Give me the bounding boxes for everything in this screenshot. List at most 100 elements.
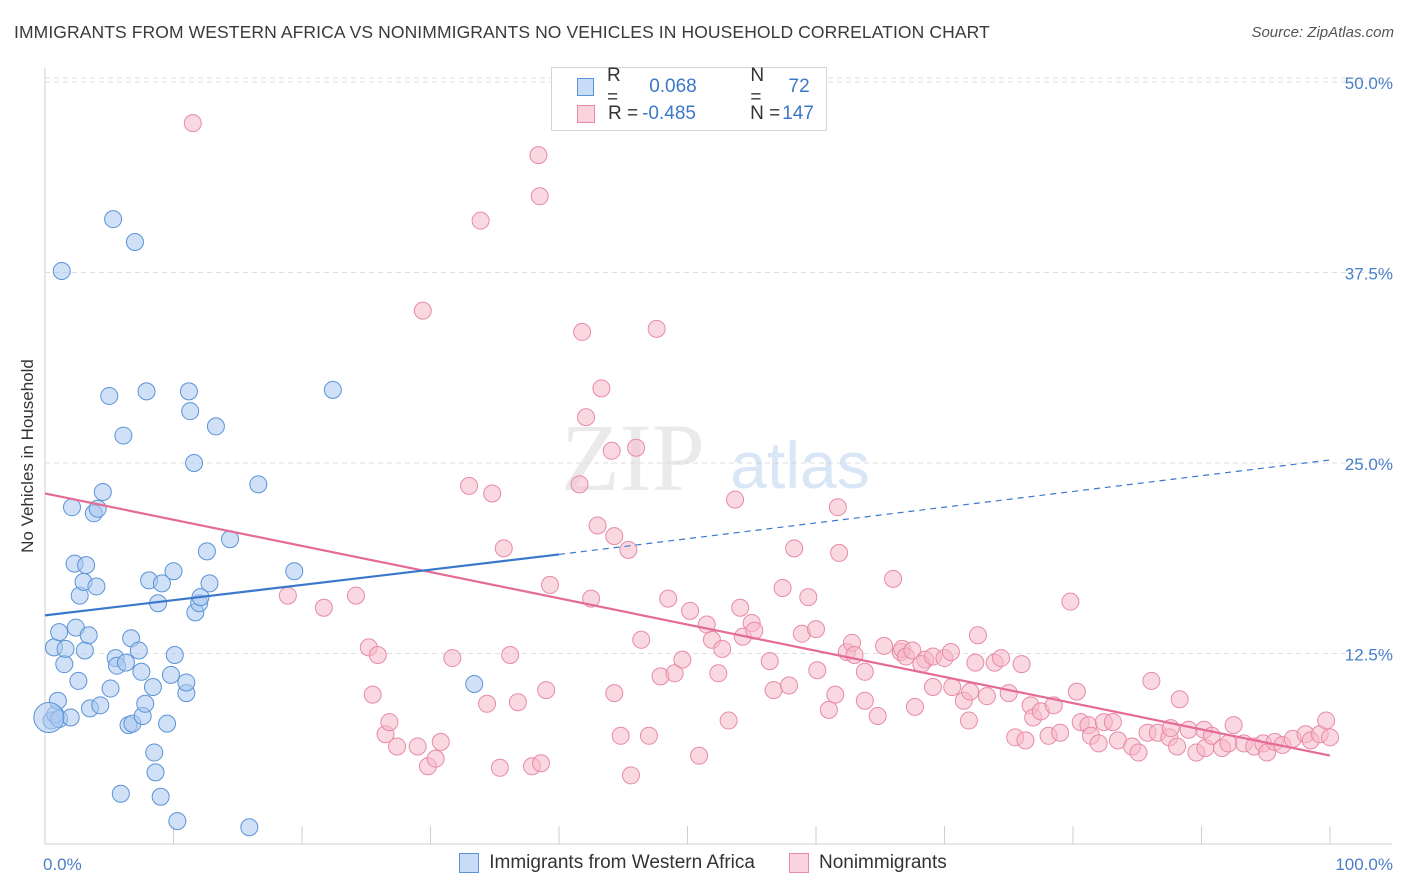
nonimmigrant-point <box>1051 723 1070 742</box>
nonimmigrant-point <box>1224 716 1243 735</box>
nonimmigrant-point <box>532 754 551 773</box>
nonimmigrant-point <box>1219 734 1238 753</box>
nonimmigrant-point <box>855 662 874 681</box>
nonimmigrant-point <box>884 569 903 588</box>
nonimmigrant-point <box>1016 731 1035 750</box>
nonimmigrant-point <box>413 301 432 320</box>
western-africa-point <box>52 261 71 280</box>
western-africa-point <box>114 426 133 445</box>
nonimmigrant-point <box>999 684 1018 703</box>
nonimmigrant-point <box>570 475 589 494</box>
nonimmigrant-point <box>1061 592 1080 611</box>
western-africa-point <box>145 743 164 762</box>
western-africa-point <box>185 454 204 472</box>
nonimmigrant-point <box>541 575 560 594</box>
legend-item-western-africa[interactable]: Immigrants from Western Africa <box>459 852 755 874</box>
nonimmigrant-point <box>1317 711 1336 730</box>
nonimmigrant-point <box>780 676 799 695</box>
nonimmigrant-point <box>709 664 728 683</box>
western-africa-point <box>101 679 120 698</box>
nonimmigrant-point <box>471 211 490 230</box>
western-africa-point <box>125 233 144 252</box>
nonimmigrant-point <box>968 626 987 645</box>
nonimmigrant-point <box>529 146 548 165</box>
western-africa-point <box>91 696 110 715</box>
nonimmigrant-point <box>659 589 678 608</box>
tick-labels: 12.5% 25.0% 37.5% 50.0% 0.0% 100.0% <box>43 74 1393 874</box>
legend-label-western-africa: Immigrants from Western Africa <box>489 852 755 873</box>
nonimmigrant-point <box>673 650 692 669</box>
western-africa-point <box>132 662 151 681</box>
nonimmigrant-point <box>966 653 985 672</box>
legend-swatch-blue <box>577 78 594 96</box>
nonimmigrant-point <box>627 438 646 457</box>
nonimmigrant-point <box>943 678 962 697</box>
nonimmigrant-point <box>632 630 651 649</box>
nonimmigrant-point <box>619 540 638 559</box>
correlation-legend: R = 0.068 N = 72 R = -0.485 N = 147 <box>551 65 827 131</box>
western-africa-point <box>100 386 119 405</box>
legend-swatch-western-africa <box>459 853 480 873</box>
nonimmigrant-point <box>961 682 980 701</box>
nonimmigrant-point <box>605 684 624 703</box>
nonimmigrant-point <box>690 746 709 765</box>
nonimmigrant-point <box>602 441 621 460</box>
nonimmigrant-point <box>443 649 462 668</box>
nonimmigrant-point <box>903 641 922 660</box>
nonimmigrant-point <box>992 649 1011 668</box>
legend-n-value: 72 <box>788 76 810 97</box>
nonimmigrant-point <box>713 639 732 658</box>
grid-lines <box>45 77 1392 654</box>
legend-n-value: 147 <box>782 103 814 124</box>
western-africa-points <box>33 210 484 837</box>
western-africa-point <box>177 673 196 692</box>
nonimmigrant-point <box>760 652 779 671</box>
nonimmigrant-point <box>426 749 445 768</box>
legend-r-label: R = <box>606 65 621 108</box>
western-africa-point <box>129 641 148 660</box>
western-africa-point <box>164 562 183 581</box>
western-africa-point <box>285 562 304 581</box>
western-africa-point <box>104 210 123 229</box>
nonimmigrant-point <box>314 598 333 617</box>
nonimmigrant-point <box>1129 743 1148 762</box>
western-africa-point <box>87 577 106 596</box>
nonimmigrant-point <box>826 685 845 704</box>
legend-n-label: N = <box>750 65 765 108</box>
legend-label-nonimmigrants: Nonimmigrants <box>818 852 947 873</box>
nonimmigrant-point <box>731 598 750 617</box>
nonimmigrant-point <box>665 664 684 683</box>
western-africa-point <box>137 382 156 401</box>
western-africa-point <box>75 641 94 660</box>
nonimmigrant-point <box>1089 734 1108 753</box>
western-africa-point <box>465 674 484 693</box>
western-africa-point <box>146 763 165 782</box>
nonimmigrant-point <box>592 379 611 398</box>
legend-swatch-pink <box>577 105 595 123</box>
nonimmigrant-point <box>785 539 804 558</box>
nonimmigrant-point <box>490 758 509 777</box>
legend-item-nonimmigrants[interactable]: Nonimmigrants <box>788 852 947 874</box>
chart-title: IMMIGRANTS FROM WESTERN AFRICA VS NONIMM… <box>14 22 990 42</box>
nonimmigrant-point <box>905 697 924 716</box>
nonimmigrant-point <box>530 187 549 206</box>
nonimmigrant-point <box>773 578 792 597</box>
nonimmigrant-point <box>611 726 630 745</box>
western-africa-point <box>197 542 216 561</box>
nonimmigrant-point <box>1067 682 1086 701</box>
western-africa-point <box>323 380 342 399</box>
nonimmigrant-point <box>368 646 387 665</box>
nonimmigrant-point <box>828 498 847 517</box>
nonimmigrants-trend-line <box>44 492 1331 757</box>
nonimmigrant-point <box>576 408 595 427</box>
western-africa-point <box>79 626 98 645</box>
western-africa-point <box>240 818 259 837</box>
y-tick-label: 37.5% <box>1345 265 1393 284</box>
nonimmigrant-point <box>573 322 592 341</box>
nonimmigrant-point <box>183 114 202 133</box>
western-africa-point <box>143 678 162 697</box>
source-credit: Source: ZipAtlas.com <box>1251 24 1394 41</box>
nonimmigrant-point <box>621 766 640 785</box>
nonimmigrant-point <box>875 636 894 655</box>
nonimmigrants-points <box>183 114 1339 785</box>
